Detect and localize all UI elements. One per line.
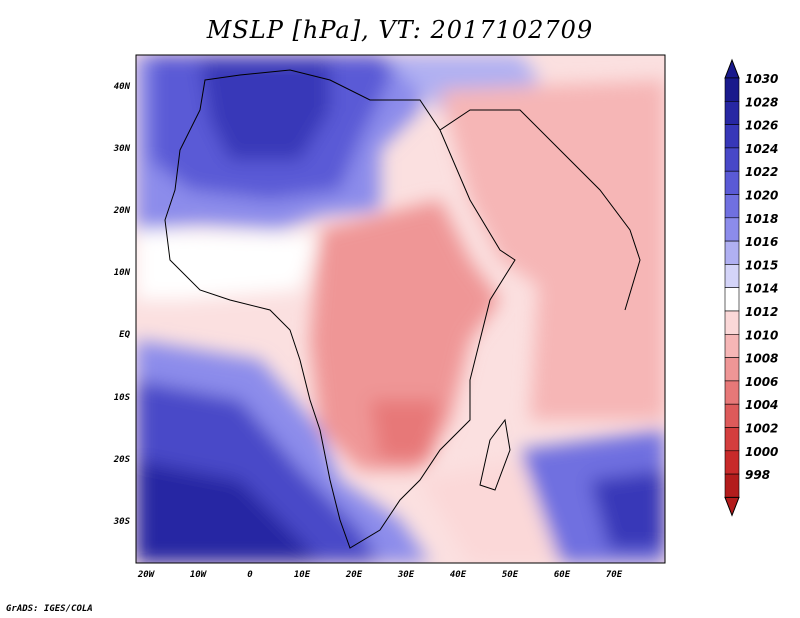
- lat-tick-40n: 40N: [114, 82, 131, 92]
- colorbar-swatch: [724, 264, 740, 288]
- colorbar-label: 1020: [745, 189, 778, 203]
- lon-tick-0: 0: [247, 570, 253, 580]
- lon-tick-40e: 40E: [450, 570, 467, 580]
- colorbar-label: 1000: [745, 445, 778, 459]
- colorbar-swatch: [724, 473, 740, 498]
- colorbar-label: 1004: [745, 398, 778, 412]
- colorbar-label: 1014: [745, 282, 778, 296]
- lat-tick-30n: 30N: [113, 144, 131, 154]
- lon-tick-10w: 10W: [190, 570, 208, 580]
- colorbar-label: 1006: [745, 375, 778, 389]
- lon-tick-20w: 20W: [137, 570, 156, 580]
- colorbar-swatch: [724, 287, 740, 312]
- colorbar-swatch: [724, 380, 740, 405]
- colorbar-label: 1008: [745, 352, 778, 366]
- colorbar-label: 1018: [745, 212, 778, 226]
- colorbar-label: 998: [745, 468, 770, 482]
- colorbar-label: 1028: [745, 95, 778, 109]
- colorbar-top-arrow: [724, 58, 740, 79]
- colorbar: 1030 1028 1026 1024 1022 1020 1018 1016 1015 1014…: [724, 58, 778, 517]
- colorbar-swatch: [724, 194, 740, 219]
- lat-tick-20n: 20N: [113, 206, 131, 216]
- colorbar-swatch: [724, 403, 740, 428]
- colorbar-label: 1016: [745, 235, 778, 249]
- lat-tick-30s: 30S: [113, 517, 131, 527]
- colorbar-swatch: [724, 170, 740, 195]
- colorbar-swatch: [724, 77, 740, 102]
- colorbar-swatch: [724, 124, 740, 149]
- pressure-field: [136, 55, 665, 563]
- lat-tick-eq: EQ: [119, 330, 130, 340]
- lat-axis: 40N 30N 20N 10N EQ 10S 20S 30S: [113, 82, 131, 527]
- lat-tick-10s: 10S: [114, 393, 131, 403]
- lon-tick-10e: 10E: [294, 570, 311, 580]
- colorbar-swatch: [724, 310, 740, 335]
- colorbar-label: 1024: [745, 142, 778, 156]
- colorbar-swatch: [724, 240, 740, 265]
- colorbar-swatch: [724, 147, 740, 172]
- colorbar-bottom-arrow: [724, 496, 740, 517]
- colorbar-swatch: [724, 450, 740, 475]
- lat-tick-20s: 20S: [113, 455, 131, 465]
- colorbar-label: 1015: [745, 258, 778, 272]
- credit-text: GrADS: IGES/COLA: [6, 604, 93, 614]
- coastlines: [164, 69, 641, 549]
- lon-tick-20e: 20E: [345, 570, 363, 580]
- colorbar-swatch: [724, 101, 740, 125]
- lon-axis: 20W 10W 0 10E 20E 30E 40E 50E 60E 70E: [137, 570, 623, 580]
- colorbar-swatch: [724, 427, 740, 452]
- chart-title: MSLP [hPa], VT: 2017102709: [206, 16, 594, 44]
- colorbar-label: 1022: [745, 165, 778, 179]
- lon-tick-30e: 30E: [397, 570, 415, 580]
- lat-tick-10n: 10N: [114, 268, 131, 278]
- colorbar-label: 1010: [745, 328, 778, 342]
- colorbar-label: 1012: [745, 305, 778, 319]
- lon-tick-60e: 60E: [554, 570, 571, 580]
- colorbar-swatch: [724, 333, 740, 358]
- colorbar-swatch: [724, 217, 740, 242]
- lon-tick-50e: 50E: [502, 570, 519, 580]
- colorbar-label: 1030: [745, 72, 778, 86]
- colorbar-label: 1002: [745, 422, 778, 436]
- lon-tick-70e: 70E: [606, 570, 623, 580]
- colorbar-label: 1026: [745, 119, 778, 133]
- colorbar-swatch: [724, 357, 740, 382]
